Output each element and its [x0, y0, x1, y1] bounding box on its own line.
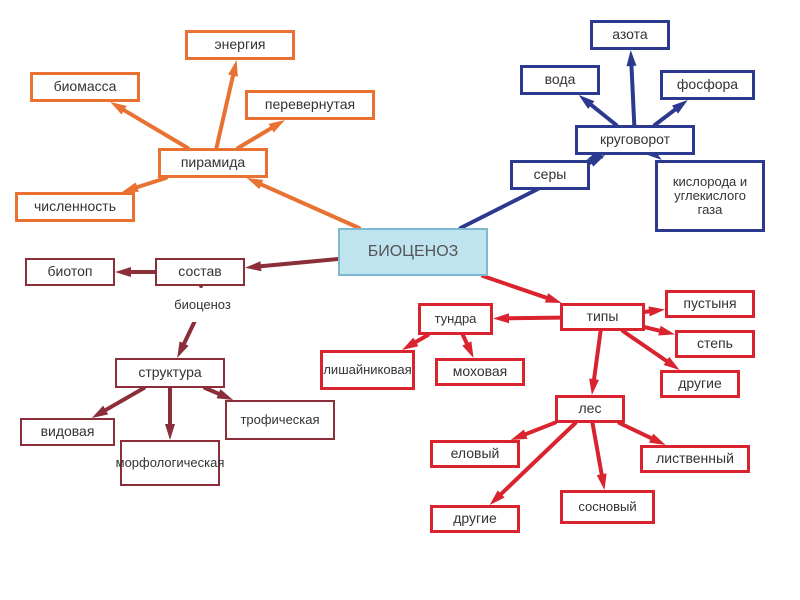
node-vidovaya: видовая — [20, 418, 115, 446]
node-biotop: биотоп — [25, 258, 115, 286]
node-azota: азота — [590, 20, 670, 50]
node-drugie1: другие — [660, 370, 740, 398]
node-mohovaya: моховая — [435, 358, 525, 386]
node-morfol: морфологическая — [120, 440, 220, 486]
node-chisl: численность — [15, 192, 135, 222]
node-energia: энергия — [185, 30, 295, 60]
node-les: лес — [555, 395, 625, 423]
node-center: БИОЦЕНОЗ — [338, 228, 488, 276]
node-sosnov: сосновый — [560, 490, 655, 524]
node-sery: серы — [510, 160, 590, 190]
node-drugie2: другие — [430, 505, 520, 533]
node-sostav: состав — [155, 258, 245, 286]
node-kisl: кислорода и углекислого газа — [655, 160, 765, 232]
node-pustynya: пустыня — [665, 290, 755, 318]
node-lishain: лишайниковая — [320, 350, 415, 390]
node-tundra: тундра — [418, 303, 493, 335]
node-biocenoz2: биоценоз — [160, 288, 245, 322]
node-krugovorot: круговорот — [575, 125, 695, 155]
diagram-stage: БИОЦЕНОЗ пирамида энергия биомасса переверну… — [0, 0, 800, 600]
node-voda: вода — [520, 65, 600, 95]
node-listven: лиственный — [640, 445, 750, 473]
node-fosfora: фосфора — [660, 70, 755, 100]
node-perevern: перевернутая — [245, 90, 375, 120]
node-struktura: структура — [115, 358, 225, 388]
node-troficheskaya: трофическая — [225, 400, 335, 440]
node-step: степь — [675, 330, 755, 358]
node-biomassa: биомасса — [30, 72, 140, 102]
node-tipy: типы — [560, 303, 645, 331]
node-piramida: пирамида — [158, 148, 268, 178]
node-elovyj: еловый — [430, 440, 520, 468]
